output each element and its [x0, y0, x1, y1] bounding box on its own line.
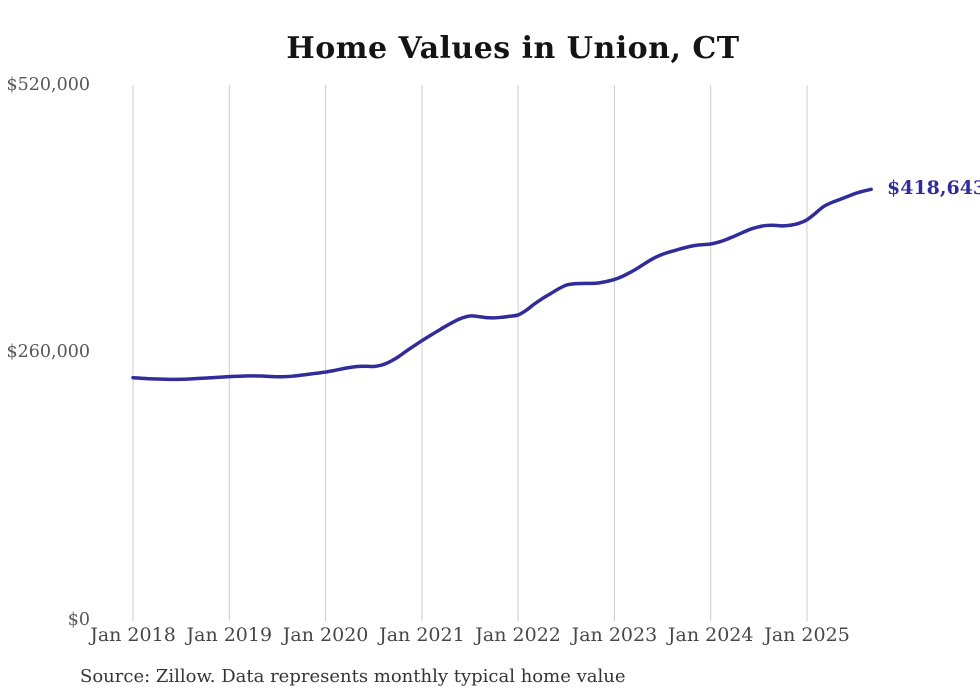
x-axis-tick-label-jan-2025: Jan 2025	[764, 624, 850, 646]
chart-title: Home Values in Union, CT	[286, 31, 740, 66]
x-axis-tick-label-jan-2022: Jan 2022	[475, 624, 561, 646]
y-axis-tick-label-260000: $260,000	[6, 342, 90, 362]
y-axis-tick-label-0: $0	[67, 610, 90, 630]
source-note: Source: Zillow. Data represents monthly …	[80, 666, 626, 687]
home-value-trend-line	[131, 187, 873, 382]
x-axis-tick-label-jan-2024: Jan 2024	[667, 624, 754, 646]
x-axis-tick-label-jan-2021: Jan 2021	[379, 624, 465, 646]
vertical-gridlines	[132, 85, 808, 621]
y-axis-tick-label-520000: $520,000	[6, 75, 90, 95]
latest-value-label: $418,643	[887, 177, 980, 199]
x-axis-tick-label-jan-2018: Jan 2018	[90, 624, 176, 646]
x-axis-tick-label-jan-2019: Jan 2019	[186, 624, 273, 646]
x-axis-tick-label-jan-2020: Jan 2020	[282, 624, 369, 646]
x-axis-tick-label-jan-2023: Jan 2023	[571, 624, 658, 646]
